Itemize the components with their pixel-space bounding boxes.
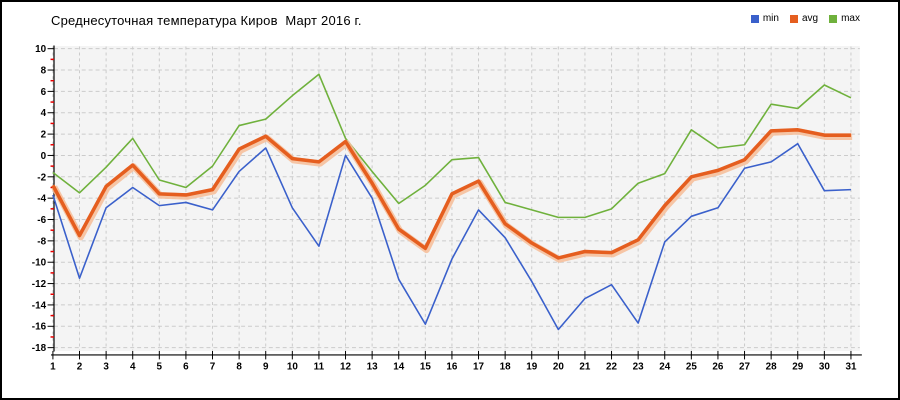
- x-tick-label: 3: [103, 361, 109, 372]
- series-max-line: [52, 73, 852, 219]
- x-tick-label: 14: [393, 361, 404, 372]
- x-tick-label: 15: [420, 361, 431, 372]
- x-tick-label: 2: [77, 361, 83, 372]
- series-min-line: [52, 142, 851, 331]
- chart-title: Среднесуточная температура Киров Март 20…: [51, 13, 362, 28]
- x-tick-label: 6: [183, 361, 189, 372]
- x-tick-label: 26: [712, 361, 723, 372]
- y-tick-label: -16: [32, 322, 47, 333]
- x-tick-label: 13: [367, 361, 378, 372]
- y-tick-label: -6: [37, 215, 46, 226]
- x-tick-label: 23: [633, 361, 644, 372]
- x-tick-label: 24: [659, 361, 670, 372]
- x-tick-label: 28: [766, 361, 777, 372]
- x-tick-label: 27: [739, 361, 750, 372]
- x-tick-label: 29: [792, 361, 803, 372]
- legend-label-max: max: [841, 13, 860, 24]
- y-tick-label: 6: [41, 87, 47, 98]
- x-tick-label: 25: [686, 361, 697, 372]
- legend: min avg max: [750, 13, 860, 24]
- y-tick-label: -8: [37, 236, 46, 247]
- x-tick-label: 31: [845, 361, 856, 372]
- x-tick-label: 21: [579, 361, 590, 372]
- x-tick-label: 4: [130, 361, 136, 372]
- legend-swatch-avg: [789, 14, 798, 23]
- y-tick-label: 8: [41, 65, 47, 76]
- x-tick-label: 19: [526, 361, 537, 372]
- y-tick-label: -2: [37, 172, 46, 183]
- y-tick-label: 4: [41, 108, 47, 119]
- legend-label-avg: avg: [801, 13, 819, 24]
- y-tick-label: 0: [41, 151, 47, 162]
- x-tick-label: 7: [210, 361, 216, 372]
- x-tick-label: 22: [606, 361, 617, 372]
- x-tick-label: 18: [500, 361, 511, 372]
- legend-item-min: min: [750, 13, 779, 24]
- x-tick-label: 1: [50, 361, 56, 372]
- y-tick-label: -12: [32, 279, 47, 290]
- x-tick-label: 17: [473, 361, 484, 372]
- x-tick-label: 30: [819, 361, 830, 372]
- legend-swatch-min: [750, 14, 759, 23]
- y-tick-label: -14: [32, 300, 47, 311]
- x-tick-label: 8: [236, 361, 242, 372]
- y-tick-label: -18: [32, 343, 47, 354]
- y-tick-label: -4: [37, 194, 46, 205]
- y-tick-label: 10: [35, 44, 46, 55]
- x-tick-label: 12: [340, 361, 351, 372]
- x-tick-label: 11: [314, 361, 325, 372]
- y-tick-label: 2: [41, 130, 47, 141]
- x-tick-label: 16: [446, 361, 457, 372]
- y-tick-label: -10: [32, 258, 47, 269]
- series-avg-line: [51, 128, 851, 260]
- x-tick-label: 10: [287, 361, 298, 372]
- x-tick-label: 5: [157, 361, 163, 372]
- legend-item-avg: avg: [789, 13, 819, 24]
- legend-item-max: max: [829, 13, 860, 24]
- legend-swatch-max: [829, 14, 838, 23]
- x-tick-label: 20: [553, 361, 564, 372]
- legend-label-min: min: [762, 13, 779, 24]
- x-tick-label: 9: [263, 361, 269, 372]
